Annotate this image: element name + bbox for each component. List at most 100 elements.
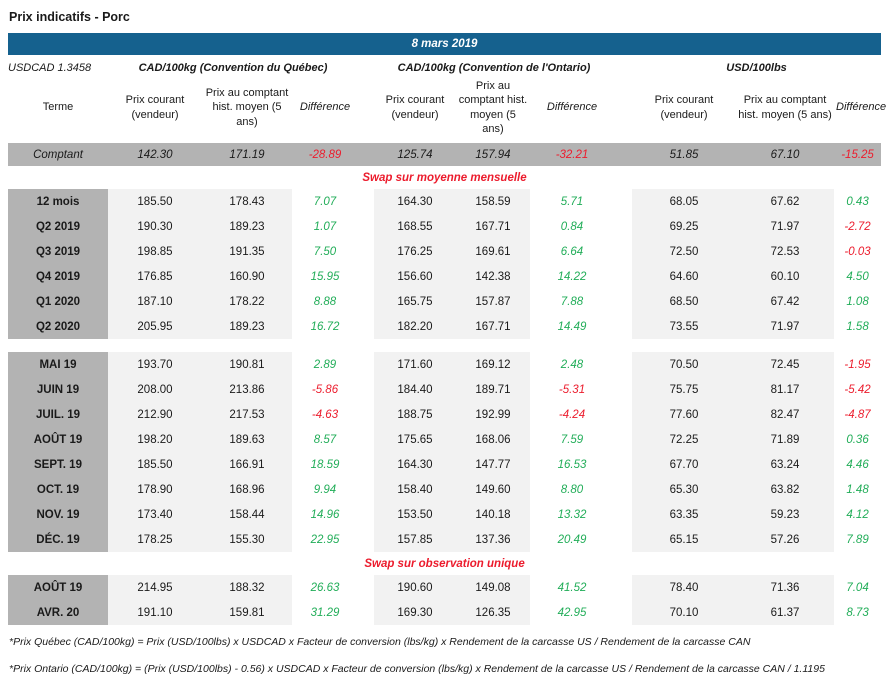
price-cell: 78.40 — [632, 575, 736, 601]
difference-cell: 26.63 — [292, 575, 358, 601]
difference-cell: 18.59 — [292, 452, 358, 478]
difference-cell: -2.72 — [834, 214, 882, 240]
column-gap — [358, 527, 374, 552]
column-gap — [614, 377, 632, 402]
price-cell: 168.55 — [374, 214, 456, 240]
column-gap — [614, 264, 632, 289]
difference-cell: 2.48 — [530, 352, 614, 378]
difference-cell: -4.63 — [292, 402, 358, 428]
footnote-ontario: *Prix Ontario (CAD/100kg) = (Prix (USD/1… — [9, 663, 825, 676]
price-cell: 155.30 — [202, 527, 292, 553]
column-gap — [358, 314, 374, 339]
price-cell: 164.30 — [374, 452, 456, 478]
terme-cell: AOÛT 19 — [8, 575, 108, 601]
column-gap — [614, 402, 632, 427]
price-cell: 68.50 — [632, 289, 736, 315]
price-cell: 67.62 — [736, 189, 834, 215]
price-cell: 71.89 — [736, 427, 834, 453]
column-gap — [614, 452, 632, 477]
terme-cell: Q2 2019 — [8, 214, 108, 240]
difference-cell: -0.03 — [834, 239, 882, 265]
terme-cell: OCT. 19 — [8, 477, 108, 503]
group-header-usd: USD/100lbs — [726, 62, 787, 74]
column-gap — [614, 600, 632, 625]
price-cell: 205.95 — [108, 314, 202, 340]
price-cell: 72.25 — [632, 427, 736, 453]
difference-cell: 42.95 — [530, 600, 614, 626]
spacer-cell — [8, 339, 882, 353]
col-header-prix-comptant: Prix au comptant hist. moyen (5 ans) — [458, 80, 528, 135]
date-banner: 8 mars 2019 — [8, 33, 882, 55]
difference-cell: 6.64 — [530, 239, 614, 265]
price-cell: 165.75 — [374, 289, 456, 315]
price-cell: 61.37 — [736, 600, 834, 626]
price-cell: 190.81 — [202, 352, 292, 378]
difference-cell: 1.08 — [834, 289, 882, 315]
price-cell: 188.75 — [374, 402, 456, 428]
price-cell: 157.85 — [374, 527, 456, 553]
difference-cell: 20.49 — [530, 527, 614, 553]
column-gap — [614, 477, 632, 502]
price-cell: 160.90 — [202, 264, 292, 290]
column-gap — [614, 143, 632, 167]
footnotes: *Prix Québec (CAD/100kg) = Prix (USD/100… — [9, 636, 881, 675]
price-cell: 157.94 — [456, 143, 530, 167]
price-cell: 70.10 — [632, 600, 736, 626]
price-cell: 176.85 — [108, 264, 202, 290]
column-gap — [358, 189, 374, 214]
price-cell: 60.10 — [736, 264, 834, 290]
difference-cell: 8.57 — [292, 427, 358, 453]
usdcad-rate: USDCAD 1.3458 — [8, 62, 92, 74]
price-cell: 77.60 — [632, 402, 736, 428]
price-cell: 198.20 — [108, 427, 202, 453]
column-gap — [614, 55, 632, 76]
price-cell: 68.05 — [632, 189, 736, 215]
price-cell: 67.10 — [736, 143, 834, 167]
difference-cell: 7.50 — [292, 239, 358, 265]
price-cell: 156.60 — [374, 264, 456, 290]
terme-cell: JUIN 19 — [8, 377, 108, 403]
price-cell: 125.74 — [374, 143, 456, 167]
table-row: JUIN 19 208.00 213.86 -5.86 184.40 189.71 -5.3… — [8, 377, 882, 403]
terme-cell: SEPT. 19 — [8, 452, 108, 478]
difference-cell: -5.42 — [834, 377, 882, 403]
price-cell: 71.36 — [736, 575, 834, 601]
price-cell: 71.97 — [736, 214, 834, 240]
price-cell: 182.20 — [374, 314, 456, 340]
terme-cell: Q2 2020 — [8, 314, 108, 340]
column-gap — [358, 427, 374, 452]
column-gap — [358, 289, 374, 314]
table-row: DÉC. 19 178.25 155.30 22.95 157.85 137.36 20.4… — [8, 527, 882, 553]
price-cell: 67.42 — [736, 289, 834, 315]
column-gap — [358, 214, 374, 239]
price-cell: 159.81 — [202, 600, 292, 626]
price-cell: 189.71 — [456, 377, 530, 403]
price-cell: 142.30 — [108, 143, 202, 167]
table-row: Q3 2019 198.85 191.35 7.50 176.25 169.61 6.64 7… — [8, 239, 882, 265]
price-cell: 185.50 — [108, 189, 202, 215]
column-gap — [614, 502, 632, 527]
difference-cell: 0.43 — [834, 189, 882, 215]
price-cell: 169.12 — [456, 352, 530, 378]
table-row: 12 mois 185.50 178.43 7.07 164.30 158.59 5.71 6… — [8, 189, 882, 215]
difference-cell: 22.95 — [292, 527, 358, 553]
table-row: AOÛT 19 198.20 189.63 8.57 175.65 168.06 7.59 7… — [8, 427, 882, 453]
comptant-row: Comptant 142.30 171.19 -28.89 125.74 157.94 -3… — [8, 143, 882, 167]
price-cell: 213.86 — [202, 377, 292, 403]
price-cell: 176.25 — [374, 239, 456, 265]
price-cell: 171.19 — [202, 143, 292, 167]
price-cell: 140.18 — [456, 502, 530, 528]
price-cell: 167.71 — [456, 214, 530, 240]
difference-cell: 13.32 — [530, 502, 614, 528]
price-cell: 153.50 — [374, 502, 456, 528]
price-cell: 81.17 — [736, 377, 834, 403]
difference-cell: 41.52 — [530, 575, 614, 601]
terme-cell: 12 mois — [8, 189, 108, 215]
spacer-row — [8, 339, 882, 353]
difference-cell: -1.95 — [834, 352, 882, 378]
column-gap — [358, 402, 374, 427]
price-cell: 175.65 — [374, 427, 456, 453]
price-cell: 214.95 — [108, 575, 202, 601]
section-title-row: Swap sur observation unique — [8, 552, 882, 576]
